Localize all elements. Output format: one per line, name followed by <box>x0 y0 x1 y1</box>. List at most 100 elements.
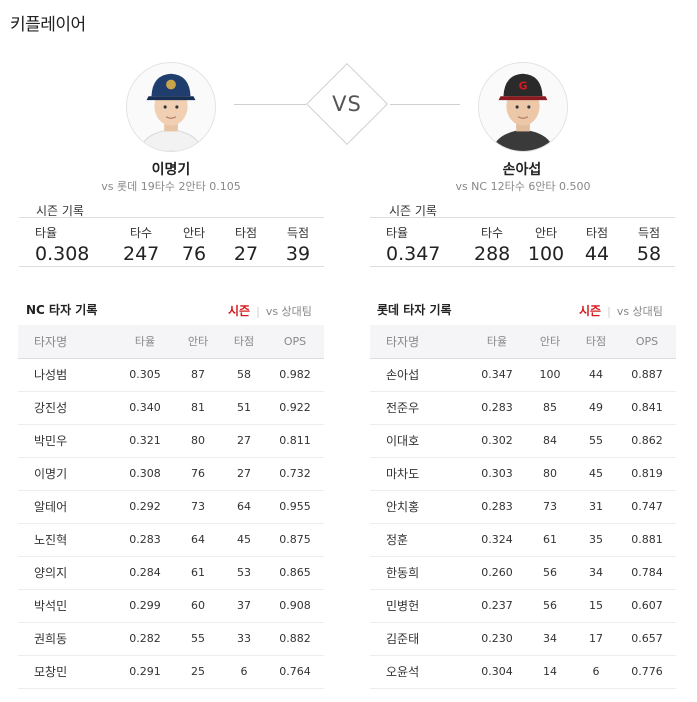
rbi-cell: 55 <box>574 424 618 458</box>
lotte-batting-table: 타자명 타율 안타 타점 OPS 손아섭 0.347 100 44 0.887 전준우 0.… <box>370 325 676 689</box>
hits-cell: 81 <box>174 391 222 425</box>
table-row[interactable]: 이명기 0.308 76 27 0.732 <box>18 457 324 491</box>
batter-name-cell[interactable]: 박민우 <box>18 424 116 458</box>
rbi-cell: 45 <box>574 457 618 491</box>
player-name-right[interactable]: 손아섭 <box>502 162 542 178</box>
hits-cell: 100 <box>526 358 574 392</box>
divider-line <box>234 104 306 105</box>
ops-cell: 0.657 <box>618 622 676 656</box>
batter-name-cell[interactable]: 오윤석 <box>370 655 468 689</box>
matchup-left: vs 롯데 19타수 2안타 0.105 <box>101 180 241 193</box>
stat-label: 타율 <box>386 226 409 240</box>
tab-season[interactable]: 시즌 <box>228 304 251 318</box>
ops-cell: 0.607 <box>618 589 676 623</box>
col-header: 안타 <box>526 325 574 359</box>
batting-avg-cell: 0.260 <box>468 556 526 590</box>
batting-avg-cell: 0.284 <box>116 556 174 590</box>
batter-name-cell[interactable]: 강진성 <box>18 391 116 425</box>
rbi-cell: 17 <box>574 622 618 656</box>
rbi-cell: 64 <box>222 490 266 524</box>
batting-avg-cell: 0.340 <box>116 391 174 425</box>
table-row[interactable]: 오윤석 0.304 14 6 0.776 <box>370 655 676 689</box>
batter-name-cell[interactable]: 정훈 <box>370 523 468 557</box>
table-row[interactable]: 전준우 0.283 85 49 0.841 <box>370 391 676 425</box>
col-header: 타자명 <box>18 325 116 359</box>
table-row[interactable]: 노진혁 0.283 64 45 0.875 <box>18 523 324 557</box>
table-row[interactable]: 강진성 0.340 81 51 0.922 <box>18 391 324 425</box>
batter-name-cell[interactable]: 노진혁 <box>18 523 116 557</box>
batter-name-cell[interactable]: 박석민 <box>18 589 116 623</box>
ops-cell: 0.732 <box>266 457 324 491</box>
table-row[interactable]: 모창민 0.291 25 6 0.764 <box>18 655 324 689</box>
batter-name-cell[interactable]: 손아섭 <box>370 358 468 392</box>
batter-name-cell[interactable]: 김준태 <box>370 622 468 656</box>
tab-vs-opponent[interactable]: vs 상대팀 <box>616 305 663 318</box>
rbi-cell: 33 <box>222 622 266 656</box>
rbi-cell: 45 <box>222 523 266 557</box>
table-row[interactable]: 알테어 0.292 73 64 0.955 <box>18 490 324 524</box>
stat-hits: 안타 76 <box>177 224 211 265</box>
batter-name-cell[interactable]: 나성범 <box>18 358 116 392</box>
batter-name-cell[interactable]: 마차도 <box>370 457 468 491</box>
matchup-right: vs NC 12타수 6안타 0.500 <box>455 180 591 193</box>
col-header: 타점 <box>222 325 266 359</box>
batter-name-cell[interactable]: 이명기 <box>18 457 116 491</box>
table-header-row: 타자명 타율 안타 타점 OPS <box>370 325 676 359</box>
divider-line <box>390 104 460 105</box>
batting-avg-cell: 0.283 <box>468 391 526 425</box>
table-row[interactable]: 박민우 0.321 80 27 0.811 <box>18 424 324 458</box>
stat-ab: 타수 247 <box>123 224 159 265</box>
table-row[interactable]: 나성범 0.305 87 58 0.982 <box>18 358 324 392</box>
batting-avg-cell: 0.347 <box>468 358 526 392</box>
table-row[interactable]: 민병헌 0.237 56 15 0.607 <box>370 589 676 623</box>
batter-name-cell[interactable]: 모창민 <box>18 655 116 689</box>
table-row[interactable]: 손아섭 0.347 100 44 0.887 <box>370 358 676 392</box>
batter-name-cell[interactable]: 민병헌 <box>370 589 468 623</box>
rbi-cell: 27 <box>222 457 266 491</box>
svg-text:G: G <box>519 79 528 92</box>
batter-name-cell[interactable]: 한동희 <box>370 556 468 590</box>
player-photo-right[interactable]: G <box>478 62 568 152</box>
table-row[interactable]: 이대호 0.302 84 55 0.862 <box>370 424 676 458</box>
stat-label: 타수 <box>129 226 153 240</box>
table-row[interactable]: 안치홍 0.283 73 31 0.747 <box>370 490 676 524</box>
stat-rbi: 타점 44 <box>580 224 614 265</box>
season-record-title-left: 시즌 기록 <box>36 204 84 218</box>
page-title: 키플레이어 <box>10 15 86 35</box>
table-row[interactable]: 정훈 0.324 61 35 0.881 <box>370 523 676 557</box>
table-row[interactable]: 양의지 0.284 61 53 0.865 <box>18 556 324 590</box>
table-row[interactable]: 김준태 0.230 34 17 0.657 <box>370 622 676 656</box>
batter-name-cell[interactable]: 전준우 <box>370 391 468 425</box>
batter-name-cell[interactable]: 안치홍 <box>370 490 468 524</box>
tab-season[interactable]: 시즌 <box>579 304 602 318</box>
stat-label: 타율 <box>35 226 58 240</box>
tab-vs-opponent[interactable]: vs 상대팀 <box>265 305 312 318</box>
hits-cell: 25 <box>174 655 222 689</box>
table-row[interactable]: 한동희 0.260 56 34 0.784 <box>370 556 676 590</box>
stat-value: 27 <box>233 243 259 265</box>
ops-cell: 0.922 <box>266 391 324 425</box>
hits-cell: 61 <box>174 556 222 590</box>
rbi-cell: 58 <box>222 358 266 392</box>
ops-cell: 0.887 <box>618 358 676 392</box>
batting-avg-cell: 0.282 <box>116 622 174 656</box>
table-row[interactable]: 박석민 0.299 60 37 0.908 <box>18 589 324 623</box>
stat-value: 58 <box>636 243 662 265</box>
table-row[interactable]: 마차도 0.303 80 45 0.819 <box>370 457 676 491</box>
season-stats-left: 타율 0.308 타수 247 안타 76 타점 27 득점 39 <box>19 217 324 267</box>
player-photo-left[interactable] <box>126 62 216 152</box>
batting-avg-cell: 0.303 <box>468 457 526 491</box>
batter-name-cell[interactable]: 양의지 <box>18 556 116 590</box>
nc-batting-table: 타자명 타율 안타 타점 OPS 나성범 0.305 87 58 0.982 강진성 0.3… <box>18 325 324 689</box>
player-name-left[interactable]: 이명기 <box>151 162 191 178</box>
stat-value: 76 <box>181 243 207 265</box>
table-row[interactable]: 권희동 0.282 55 33 0.882 <box>18 622 324 656</box>
col-header: 타율 <box>468 325 526 359</box>
batter-name-cell[interactable]: 권희동 <box>18 622 116 656</box>
batter-name-cell[interactable]: 알테어 <box>18 490 116 524</box>
nc-batting-title: NC 타자 기록 <box>26 303 98 317</box>
hits-cell: 61 <box>526 523 574 557</box>
hits-cell: 56 <box>526 589 574 623</box>
rbi-cell: 6 <box>222 655 266 689</box>
batter-name-cell[interactable]: 이대호 <box>370 424 468 458</box>
